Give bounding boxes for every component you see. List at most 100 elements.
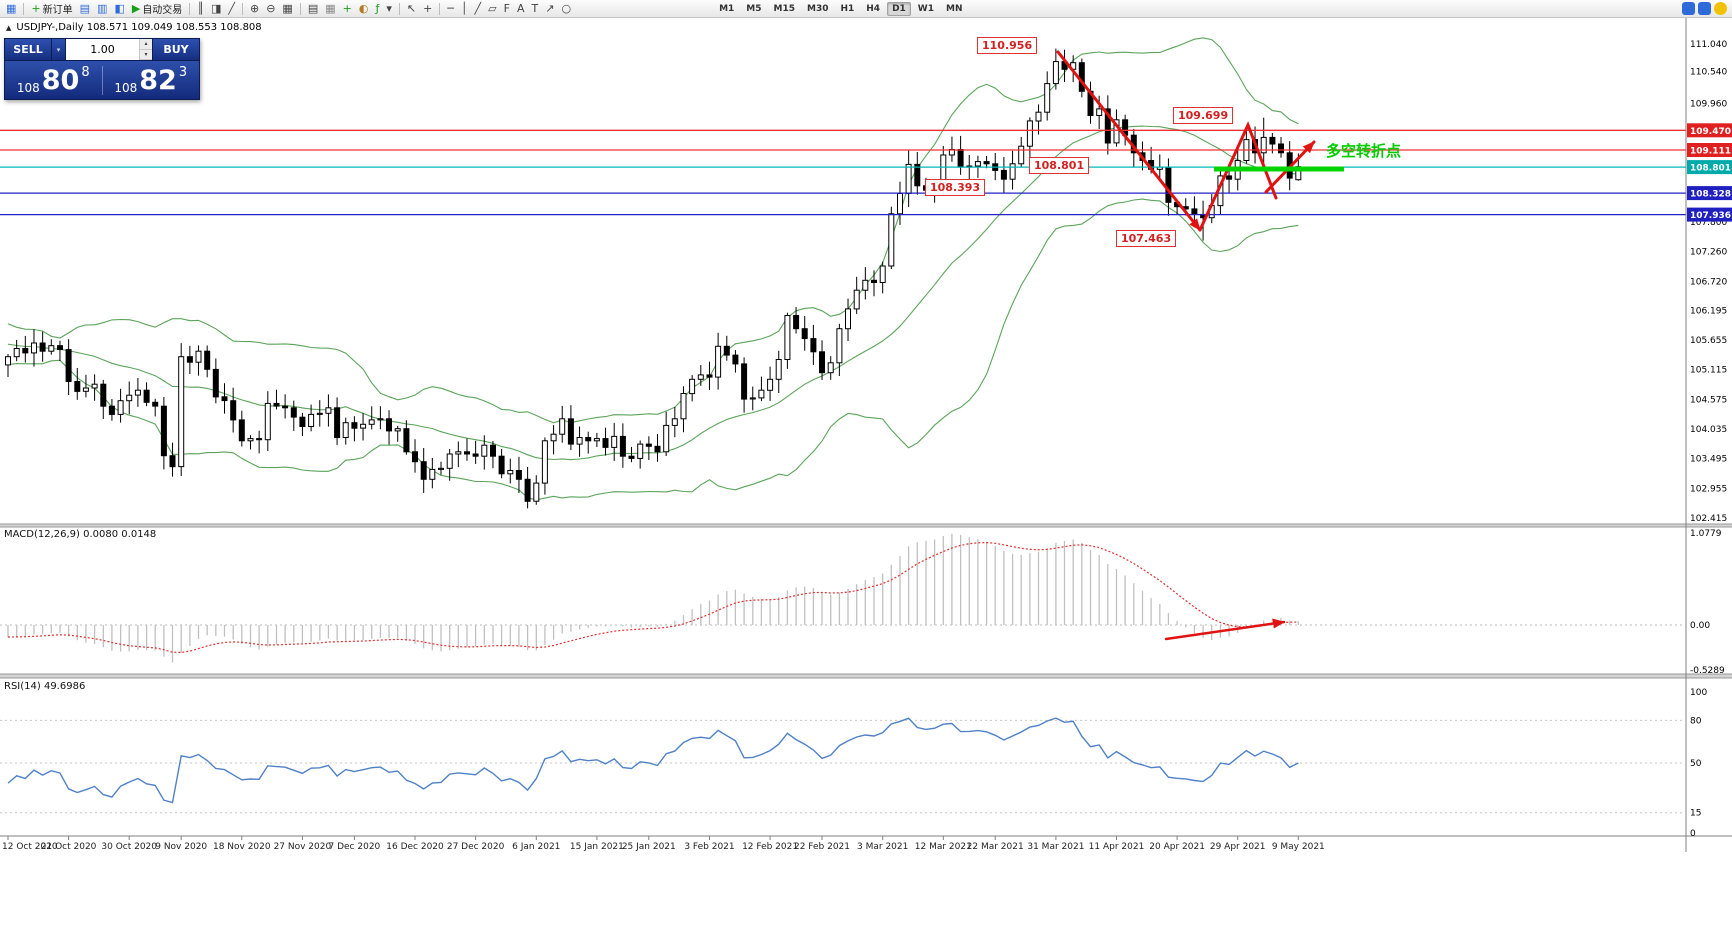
buy-price-sup: 3 xyxy=(178,65,188,80)
notification-icon[interactable] xyxy=(1714,2,1727,15)
zoom-in-icon[interactable]: ⊕ xyxy=(247,1,262,17)
volume-preset-dropdown[interactable]: ▾ xyxy=(52,39,66,60)
macd-trend-arrow[interactable] xyxy=(1164,618,1286,641)
autotrading-button[interactable]: ▶ 自动交易 xyxy=(129,1,185,17)
timeframe-button-m5[interactable]: M5 xyxy=(746,3,762,14)
svg-text:25 Jan 2021: 25 Jan 2021 xyxy=(622,842,676,852)
crosshair-icon[interactable]: + xyxy=(420,1,435,17)
clock-icon-icon: ◐ xyxy=(358,1,369,15)
buy-price-display[interactable]: 108 82 3 xyxy=(103,61,200,100)
svg-text:9 May 2021: 9 May 2021 xyxy=(1272,842,1325,852)
svg-text:27 Nov 2020: 27 Nov 2020 xyxy=(274,842,332,852)
volume-increase-button[interactable]: ▴ xyxy=(140,39,152,50)
chart-line-icon[interactable]: ╱ xyxy=(225,1,238,17)
svg-text:3 Mar 2021: 3 Mar 2021 xyxy=(857,842,908,852)
new-order-button[interactable]: + 新订单 xyxy=(28,1,75,17)
zigzag-line[interactable] xyxy=(1198,121,1278,232)
timeframe-button-w1[interactable]: W1 xyxy=(917,3,934,14)
grid-icon[interactable]: ▦ xyxy=(322,1,338,17)
hline-icon-icon: ─ xyxy=(447,1,454,15)
sell-price-sup: 8 xyxy=(81,65,90,80)
timeframe-button-m30[interactable]: M30 xyxy=(806,3,829,14)
hline-icon[interactable]: ─ xyxy=(444,1,457,17)
volume-spinner: ▴ ▾ xyxy=(139,39,152,60)
svg-text:106.195: 106.195 xyxy=(1690,306,1727,316)
one-click-collapse-toggle[interactable]: ▲ xyxy=(6,23,12,32)
label-icon[interactable]: T xyxy=(529,1,542,17)
shapes-icon[interactable]: ○ xyxy=(558,1,574,17)
terminal-icon[interactable]: ▦ xyxy=(3,1,19,17)
timeframe-button-m1[interactable]: M1 xyxy=(719,3,735,14)
timeframe-button-d1[interactable]: D1 xyxy=(887,1,911,16)
chart-candles-icon[interactable]: ◨ xyxy=(208,1,224,17)
turning-point-note[interactable]: 多空转折点 xyxy=(1326,142,1402,160)
panel-separators xyxy=(0,18,1732,852)
charts-icon[interactable]: ▤ xyxy=(77,1,93,17)
candlesticks xyxy=(5,48,1302,509)
terminal-icon-icon: ▦ xyxy=(6,1,17,15)
buy-button[interactable]: BUY xyxy=(152,39,199,60)
label-icon-icon: T xyxy=(531,1,539,15)
svg-text:106.720: 106.720 xyxy=(1690,277,1727,287)
svg-text:107.800: 107.800 xyxy=(1690,218,1727,228)
arrange-icon-icon: ▤ xyxy=(307,1,319,15)
svg-text:31 Mar 2021: 31 Mar 2021 xyxy=(1027,842,1084,852)
tile-windows-icon[interactable]: ▦ xyxy=(279,1,295,17)
zoom-out-icon[interactable]: ⊖ xyxy=(263,1,278,17)
bollinger-bands xyxy=(7,37,1299,501)
arrange-icon[interactable]: ▤ xyxy=(305,1,321,17)
trendline-icon[interactable]: ╱ xyxy=(472,1,485,17)
cursor-icon[interactable]: ↖ xyxy=(404,1,419,17)
price-annotation-108-393[interactable]: 108.393 xyxy=(925,179,986,196)
svg-text:15 Jan 2021: 15 Jan 2021 xyxy=(570,842,624,852)
timeframe-button-h4[interactable]: H4 xyxy=(866,3,881,14)
sell-price-prefix: 108 xyxy=(16,81,40,95)
price-annotation-107-463[interactable]: 107.463 xyxy=(1116,230,1177,247)
svg-text:30 Oct 2020: 30 Oct 2020 xyxy=(101,842,157,852)
svg-text:12 Oct 2020: 12 Oct 2020 xyxy=(2,842,58,852)
indicators-dropdown[interactable]: ▾ xyxy=(383,1,395,17)
add-chart-icon[interactable]: + xyxy=(340,1,355,17)
chat-icon[interactable] xyxy=(1682,2,1695,15)
trend-drawings xyxy=(1056,50,1344,232)
svg-text:21 Oct 2020: 21 Oct 2020 xyxy=(41,842,97,852)
svg-text:3 Feb 2021: 3 Feb 2021 xyxy=(684,842,734,852)
toolbar-right-group xyxy=(1682,2,1729,15)
timeframe-button-h1[interactable]: H1 xyxy=(840,3,855,14)
bollinger-upper-band xyxy=(7,37,1299,424)
sell-price-display[interactable]: 108 80 8 xyxy=(5,61,102,100)
toolbar-separator xyxy=(299,2,301,15)
market-watch-icon[interactable]: ▥ xyxy=(94,1,110,17)
svg-text:104.035: 104.035 xyxy=(1690,425,1727,435)
arrow-tool-icon[interactable]: ↗ xyxy=(542,1,557,17)
volume-decrease-button[interactable]: ▾ xyxy=(140,49,152,60)
timeframe-button-m15[interactable]: M15 xyxy=(773,3,795,14)
sell-button[interactable]: SELL xyxy=(5,39,52,60)
channel-icon[interactable]: ▱ xyxy=(485,1,499,17)
price-annotation-109-699[interactable]: 109.699 xyxy=(1173,107,1234,124)
svg-text:105.655: 105.655 xyxy=(1690,336,1727,346)
community-icon[interactable] xyxy=(1698,2,1711,15)
svg-text:12 Mar 2021: 12 Mar 2021 xyxy=(915,842,972,852)
indicators-icon[interactable]: ƒ xyxy=(372,1,382,17)
down-trend-arrow[interactable] xyxy=(1056,50,1202,232)
indicators-icon-icon: ƒ xyxy=(375,1,380,15)
timeframe-button-mn[interactable]: MN xyxy=(946,3,963,14)
price-axis: 111.040 110.540 109.960 107.800 107.260 106.7… xyxy=(1687,40,1732,839)
clock-icon[interactable]: ◐ xyxy=(356,1,372,17)
toolbar-separator xyxy=(189,2,191,15)
fibonacci-icon[interactable]: F xyxy=(501,1,513,17)
price-divider xyxy=(101,66,103,95)
navigator-icon[interactable]: ◧ xyxy=(111,1,127,17)
price-annotation-108-801[interactable]: 108.801 xyxy=(1029,157,1090,174)
toolbar-icon-group: ▦ + 新订单 ▤ ▥ ◧ ▶ 自动交易 ║ ◨ ╱ ⊕ ⊖ ▦ ▤ ▦ + ◐ ƒ ▾ ↖ + ─ │ ╱ ▱ F A T ↗ ○ xyxy=(3,1,574,17)
vline-icon[interactable]: │ xyxy=(458,1,471,17)
chart-bars-icon[interactable]: ║ xyxy=(194,1,207,17)
text-icon[interactable]: A xyxy=(514,1,528,17)
svg-text:27 Dec 2020: 27 Dec 2020 xyxy=(447,842,505,852)
svg-text:100: 100 xyxy=(1690,688,1707,698)
volume-input[interactable] xyxy=(66,39,139,60)
price-annotation-110-956[interactable]: 110.956 xyxy=(977,37,1038,54)
